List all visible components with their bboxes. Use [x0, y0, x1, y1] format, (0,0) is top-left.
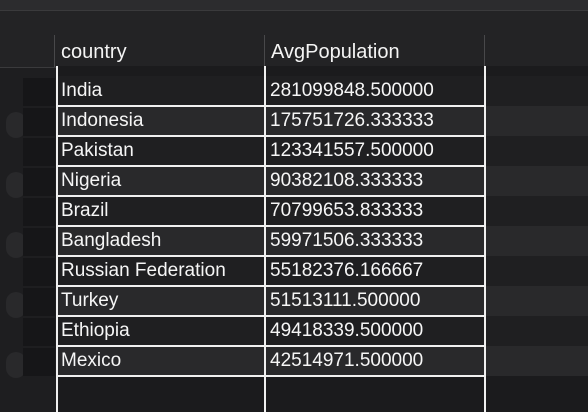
cell-avgpopulation[interactable]: 55182376.166667	[270, 260, 424, 281]
grid-line-vertical	[56, 66, 58, 412]
header-separator[interactable]	[54, 35, 55, 67]
row-gutter-cell[interactable]	[23, 108, 55, 136]
grid-line-horizontal	[56, 375, 486, 377]
row-gutter-cell[interactable]	[23, 348, 55, 376]
row-gutter-cell[interactable]	[23, 138, 55, 166]
header-separator[interactable]	[484, 35, 485, 67]
table-row[interactable]	[56, 256, 588, 286]
row-gutter-cell[interactable]	[23, 198, 55, 226]
cell-avgpopulation[interactable]: 42514971.500000	[270, 350, 424, 371]
row-gutter-cell[interactable]	[23, 78, 55, 106]
background-control	[6, 292, 26, 318]
table-row[interactable]	[56, 316, 588, 346]
grid-line-horizontal	[56, 285, 486, 287]
cell-avgpopulation[interactable]: 281099848.500000	[270, 80, 434, 101]
header-separator[interactable]	[264, 35, 265, 67]
background-control	[6, 172, 26, 198]
column-header-avgpopulation[interactable]: AvgPopulation	[271, 41, 400, 63]
grid-line-horizontal	[56, 225, 486, 227]
row-gutter-cell[interactable]	[23, 258, 55, 286]
cell-avgpopulation[interactable]: 70799653.833333	[270, 200, 424, 221]
cell-avgpopulation[interactable]: 123341557.500000	[270, 140, 434, 161]
table-row[interactable]	[56, 106, 588, 136]
table-row[interactable]	[56, 136, 588, 166]
grid-line-horizontal	[56, 255, 486, 257]
grid-line-horizontal	[56, 315, 486, 317]
table-row[interactable]	[56, 166, 588, 196]
column-header-country[interactable]: country	[61, 41, 127, 63]
cell-avgpopulation[interactable]: 59971506.333333	[270, 230, 424, 251]
cell-country[interactable]: Bangladesh	[61, 230, 162, 251]
cell-country[interactable]: Turkey	[61, 290, 119, 311]
cell-avgpopulation[interactable]: 49418339.500000	[270, 320, 424, 341]
cell-country[interactable]: Nigeria	[61, 170, 122, 191]
table-row[interactable]	[56, 346, 588, 376]
cell-country[interactable]: Indonesia	[61, 110, 144, 131]
row-gutter-cell[interactable]	[23, 228, 55, 256]
cell-avgpopulation[interactable]: 175751726.333333	[270, 110, 434, 131]
row-gutter-cell[interactable]	[23, 288, 55, 316]
background-control	[6, 112, 26, 138]
grid-line-horizontal	[56, 135, 486, 137]
table-row[interactable]	[56, 286, 588, 316]
row-gutter-cell[interactable]	[23, 318, 55, 346]
cell-avgpopulation[interactable]: 51513111.500000	[270, 290, 421, 311]
window-top-bar	[0, 0, 588, 11]
grid-line-horizontal	[56, 105, 486, 107]
cell-country[interactable]: Mexico	[61, 350, 122, 371]
grid-line-vertical	[484, 66, 486, 412]
cell-country[interactable]: Russian Federation	[61, 260, 226, 281]
grid-line-horizontal	[56, 195, 486, 197]
cell-country[interactable]: India	[61, 80, 103, 101]
results-grid	[56, 66, 588, 412]
background-control	[6, 232, 26, 258]
table-row[interactable]	[56, 76, 588, 106]
grid-line-horizontal	[56, 345, 486, 347]
row-gutter-cell[interactable]	[23, 168, 55, 196]
cell-country[interactable]: Ethiopia	[61, 320, 130, 341]
grid-line-vertical	[264, 66, 266, 412]
table-row[interactable]	[56, 226, 588, 256]
grid-line-horizontal	[56, 165, 486, 167]
cell-avgpopulation[interactable]: 90382108.333333	[270, 170, 424, 191]
cell-country[interactable]: Pakistan	[61, 140, 134, 161]
results-header: country AvgPopulation	[0, 11, 588, 68]
cell-country[interactable]: Brazil	[61, 200, 109, 221]
table-row[interactable]	[56, 196, 588, 226]
background-control	[6, 352, 26, 378]
